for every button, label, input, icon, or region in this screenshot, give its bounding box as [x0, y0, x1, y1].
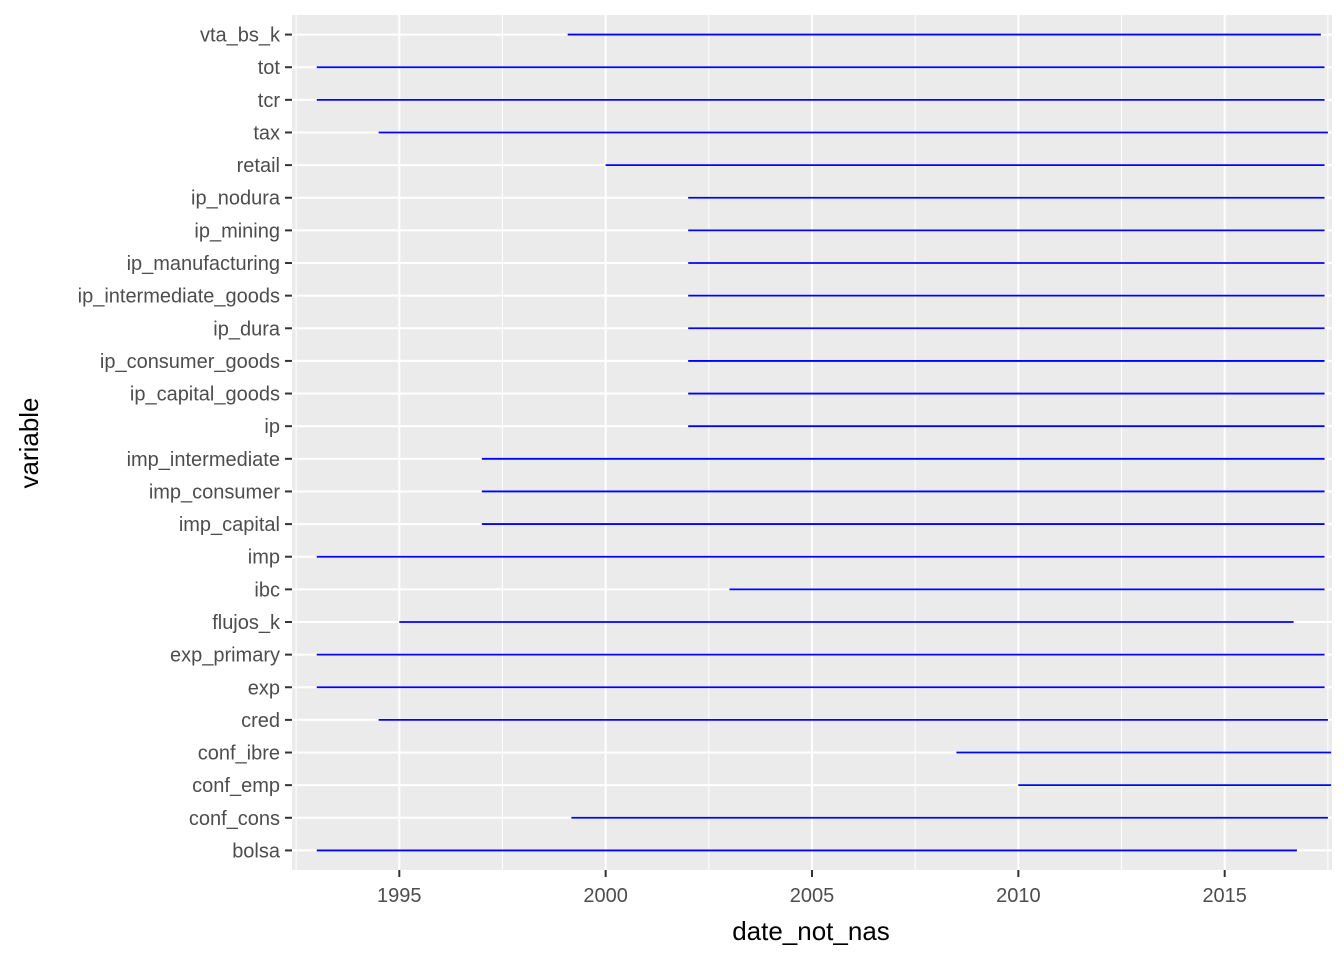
y-tick-label: ip_nodura — [191, 188, 281, 210]
y-tick-label: conf_emp — [192, 775, 280, 797]
y-tick-label: exp — [248, 677, 280, 699]
y-tick-label: ip — [264, 416, 280, 438]
y-tick-label: ip_capital_goods — [130, 384, 280, 406]
y-tick-label: ibc — [254, 579, 280, 601]
y-tick-label: conf_ibre — [198, 743, 280, 765]
y-axis-title: variable — [14, 397, 44, 488]
y-tick-label: bolsa — [232, 840, 281, 862]
y-tick-label: flujos_k — [212, 612, 281, 634]
y-tick-label: tax — [253, 122, 280, 144]
x-tick-label: 2015 — [1202, 885, 1247, 907]
y-tick-label: imp_intermediate — [127, 449, 280, 471]
y-tick-label: retail — [237, 155, 280, 177]
y-tick-label: cred — [241, 710, 280, 732]
y-tick-label: imp — [248, 547, 280, 569]
y-tick-label: ip_consumer_goods — [100, 351, 280, 373]
y-tick-label: ip_manufacturing — [127, 253, 280, 275]
y-tick-label: ip_mining — [194, 220, 280, 242]
y-tick-label: imp_capital — [179, 514, 280, 536]
y-tick-label: tcr — [258, 90, 281, 112]
x-tick-label: 2000 — [583, 885, 628, 907]
axis-layer: 1995 2000 2005 2010 2015 bolsa conf_cons conf_e… — [78, 25, 1247, 907]
y-tick-label: ip_intermediate_goods — [78, 286, 280, 308]
y-tick-label: conf_cons — [189, 808, 280, 830]
x-tick-label: 2005 — [790, 885, 835, 907]
y-tick-label: ip_dura — [213, 318, 281, 340]
y-tick-label: imp_consumer — [149, 481, 281, 503]
x-tick-label: 2010 — [996, 885, 1041, 907]
x-axis-title: date_not_nas — [732, 916, 890, 946]
y-tick-label: tot — [258, 57, 281, 79]
segment-layer — [316, 33, 1332, 852]
x-tick-label: 1995 — [377, 885, 422, 907]
y-tick-label: vta_bs_k — [200, 25, 281, 47]
y-tick-label: exp_primary — [170, 645, 280, 667]
